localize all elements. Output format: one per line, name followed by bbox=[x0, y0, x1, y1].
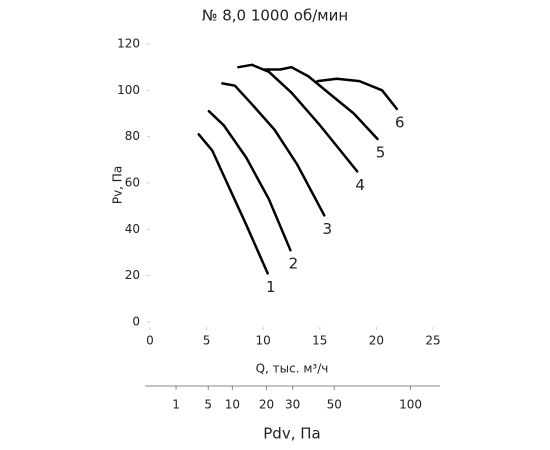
series-line bbox=[261, 65, 379, 141]
x2-tick-label: 100 bbox=[399, 398, 422, 412]
series-line bbox=[221, 82, 326, 217]
x2-tick-label: 1 bbox=[172, 398, 180, 412]
x-tick-label: 20 bbox=[369, 334, 384, 348]
series-line bbox=[197, 133, 269, 275]
y-tick-label: 80 bbox=[125, 129, 140, 143]
series-label: 6 bbox=[395, 113, 405, 131]
x-tick-label: 25 bbox=[425, 334, 440, 348]
series-label: 3 bbox=[323, 220, 333, 238]
x-tick-label: 15 bbox=[312, 334, 327, 348]
series-label: 2 bbox=[289, 255, 299, 273]
series-label: 1 bbox=[266, 278, 276, 296]
x2-tick-label: 5 bbox=[204, 398, 212, 412]
y-axis-label: Pv, Па bbox=[111, 166, 125, 204]
y-tick-label: 40 bbox=[125, 222, 140, 236]
x2-tick-label: 20 bbox=[259, 398, 274, 412]
y-tick-label: 60 bbox=[125, 176, 140, 190]
x2-tick-label: 50 bbox=[327, 398, 342, 412]
x2-tick-label: 10 bbox=[225, 398, 240, 412]
y-tick-label: 20 bbox=[125, 268, 140, 282]
y-tick-label: 120 bbox=[117, 37, 140, 51]
x-tick-label: 10 bbox=[256, 334, 271, 348]
x-axis-label: Q, тыс. м³/ч bbox=[256, 362, 329, 376]
chart-title: № 8,0 1000 об/мин bbox=[202, 7, 348, 25]
series-line bbox=[207, 109, 292, 252]
series-label: 5 bbox=[376, 143, 386, 161]
series-line bbox=[237, 63, 359, 173]
x2-tick-label: 30 bbox=[285, 398, 300, 412]
y-tick-label: 100 bbox=[117, 83, 140, 97]
y-tick-label: 0 bbox=[132, 315, 140, 329]
x-tick-label: 0 bbox=[146, 334, 154, 348]
series-line bbox=[316, 77, 399, 111]
x2-axis-label: Pdv, Па bbox=[263, 425, 320, 443]
series-label: 4 bbox=[355, 176, 365, 194]
x-tick-label: 5 bbox=[203, 334, 211, 348]
